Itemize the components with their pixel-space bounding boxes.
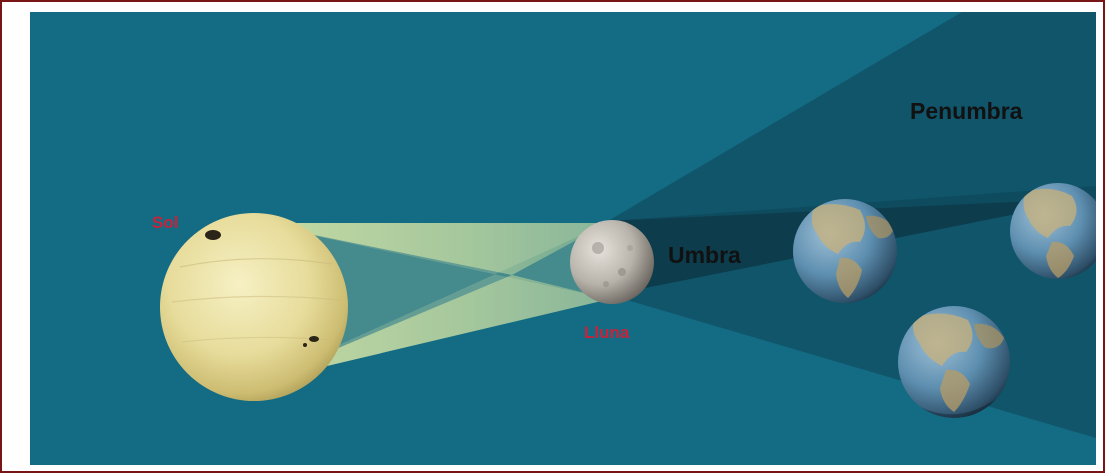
earth-globe-icon (1010, 183, 1103, 279)
umbra-label: Umbra (668, 242, 741, 268)
sun-sphere-icon (160, 213, 348, 401)
sunlight-cone-upper (255, 223, 608, 275)
earth-globe-icon (793, 199, 897, 303)
moon-sphere-icon (570, 220, 654, 304)
penumbra-label: Penumbra (910, 98, 1023, 124)
sunlight-cone-cross (255, 223, 610, 383)
earth-globe-icon (898, 306, 1010, 418)
moon-label: Lluna (584, 323, 630, 342)
sunlight-cone-lower (255, 275, 610, 383)
sun-label: Sol (152, 213, 178, 232)
